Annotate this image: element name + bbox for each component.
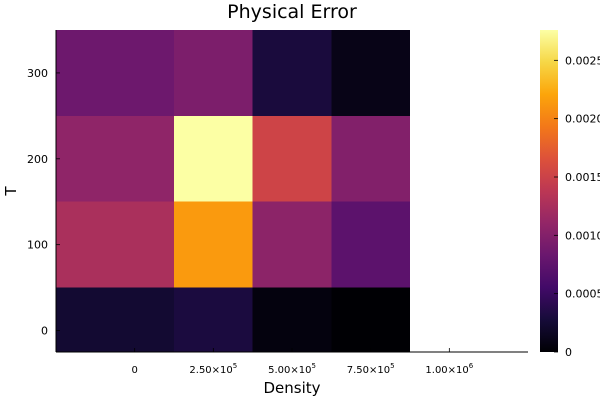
x-axis-label: Density: [263, 379, 320, 397]
heatmap-cell: [252, 30, 332, 116]
x-tick-label: 1.00×106: [425, 362, 473, 376]
chart-title: Physical Error: [227, 1, 357, 23]
heatmap-cell: [56, 287, 174, 352]
x-tick-label: 7.50×105: [347, 362, 395, 376]
y-tick-label: 100: [27, 239, 48, 252]
heatmap-cell: [174, 115, 253, 202]
heatmap-cell: [252, 115, 332, 202]
heatmap-cell: [174, 287, 253, 352]
y-tick-label: 200: [27, 153, 48, 166]
y-tick-label: 0: [41, 325, 48, 338]
colorbar-ticks: 0 0.0005 0.0010 0.0015 0.0020 0.0025: [554, 54, 600, 359]
heatmap-cell: [252, 287, 332, 352]
heatmap-cell: [252, 201, 332, 288]
heatmap-cell: [174, 30, 253, 116]
x-tick-label: 5.00×105: [268, 362, 316, 376]
colorbar-tick-label: 0.0020: [565, 113, 600, 126]
y-axis-ticks: 0 100 200 300: [27, 67, 60, 338]
colorbar: [540, 30, 558, 352]
heatmap-cell: [56, 115, 174, 202]
heatmap-cell: [174, 201, 253, 288]
x-axis-ticks: 0 2.50×105 5.00×105 7.50×105 1.00×106: [131, 348, 474, 376]
colorbar-tick-label: 0.0015: [565, 171, 600, 184]
colorbar-tick-label: 0.0005: [565, 288, 600, 301]
heatmap-cell: [56, 30, 174, 116]
heatmap-cell: [331, 287, 410, 352]
heatmap-cell: [331, 30, 410, 116]
x-tick-label: 2.50×105: [189, 362, 237, 376]
heatmap-cell: [56, 201, 174, 288]
colorbar-tick-label: 0.0010: [565, 229, 600, 242]
y-axis-label: T: [2, 186, 20, 197]
heatmap-cell: [331, 115, 410, 202]
colorbar-tick-label: 0: [565, 346, 572, 359]
y-tick-label: 300: [27, 67, 48, 80]
heatmap-cells: [56, 30, 410, 352]
heatmap-cell: [331, 201, 410, 288]
colorbar-tick-label: 0.0025: [565, 54, 600, 67]
x-tick-label: 0: [131, 365, 137, 376]
